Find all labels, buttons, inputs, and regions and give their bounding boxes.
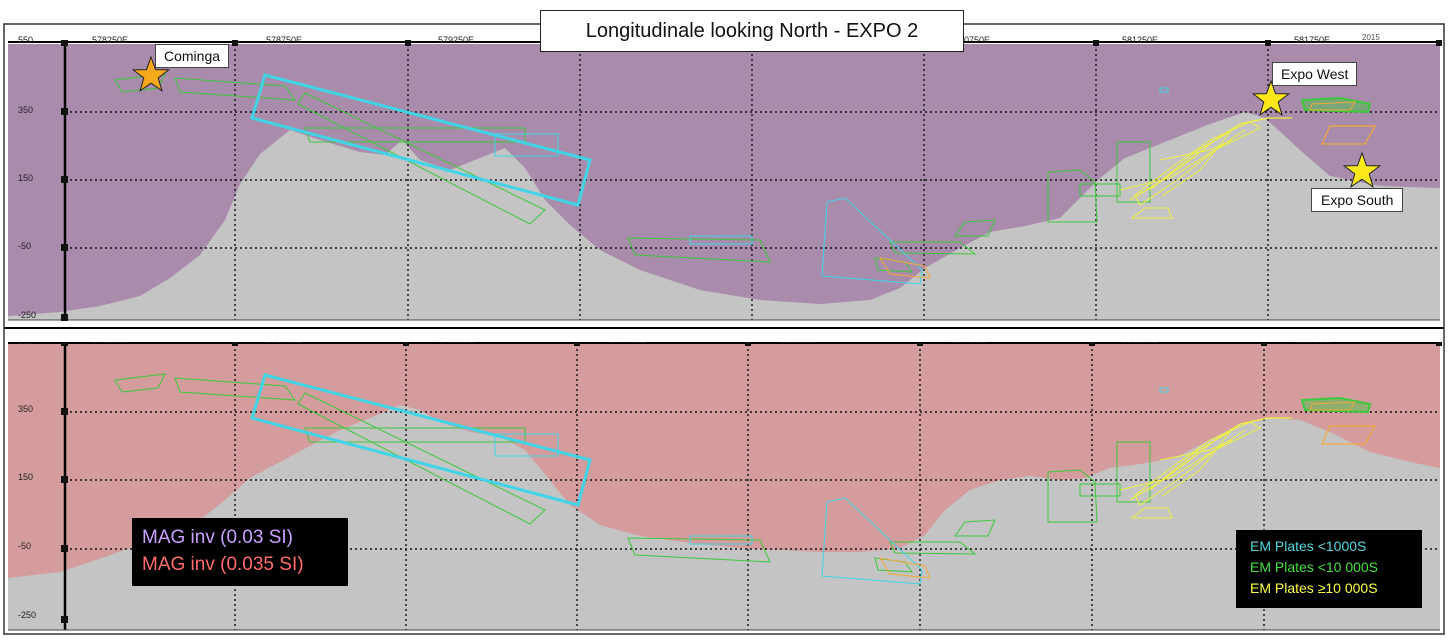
em-legend-line-3: EM Plates ≥10 000S (1250, 580, 1378, 596)
em-legend-line-2: EM Plates <10 000S (1250, 559, 1379, 575)
top-x-tick-label: 581250E (1122, 35, 1158, 45)
bottom-y-tick-label: 150 (18, 472, 33, 482)
top-x-tick-label: 580750E (954, 35, 990, 45)
top-y-tick-labels: 550 350 150 -50 -250 (18, 35, 36, 320)
top-x-tick-label: 578250E (92, 35, 128, 45)
top-y-tick-label: 550 (18, 35, 33, 45)
expo-south-callout: Expo South (1311, 188, 1404, 212)
top-y-tick-label: 150 (18, 173, 33, 183)
top-x-tick-labels: 578250E 578750E 579250E 580750E 581250E 58175… (92, 35, 1330, 45)
top-panel: 578250E 578750E 579250E 580750E 581250E 58175… (8, 33, 1442, 321)
cominga-star-icon (131, 55, 171, 93)
top-y-tick-label: -250 (18, 310, 36, 320)
figure-title: Longitudinale looking North - EXPO 2 (540, 10, 964, 52)
top-x-tick-label: 579250E (438, 35, 474, 45)
top-y-tick-label: 350 (18, 105, 33, 115)
mag-legend-line-1: MAG inv (0.03 SI) (142, 527, 293, 548)
panel-separator (4, 322, 1444, 342)
em-legend-line-1: EM Plates <1000S (1250, 538, 1367, 554)
top-grid (65, 44, 1440, 320)
top-corner-note: 2015 (1362, 33, 1380, 42)
expo-west-callout: Expo West (1272, 62, 1358, 86)
mag-legend-line-2: MAG inv (0.035 SI) (142, 554, 304, 575)
top-y-tick-label: -50 (18, 241, 31, 251)
mag-inversion-legend: MAG inv (0.03 SI) MAG inv (0.035 SI) (132, 518, 348, 586)
top-x-tick-label: 581750E (1294, 35, 1330, 45)
top-x-tick-label: 578750E (266, 35, 302, 45)
em-plates-legend: EM Plates <1000S EM Plates <10 000S EM P… (1236, 530, 1422, 608)
cominga-callout: Cominga (155, 44, 230, 68)
expo-south-star-icon (1342, 151, 1382, 189)
expo-west-star-icon (1251, 79, 1291, 117)
bottom-y-tick-label: 350 (18, 404, 33, 414)
bottom-y-tick-label: -250 (18, 610, 36, 620)
bottom-y-tick-label: -50 (18, 541, 31, 551)
bottom-grid (65, 344, 1440, 630)
